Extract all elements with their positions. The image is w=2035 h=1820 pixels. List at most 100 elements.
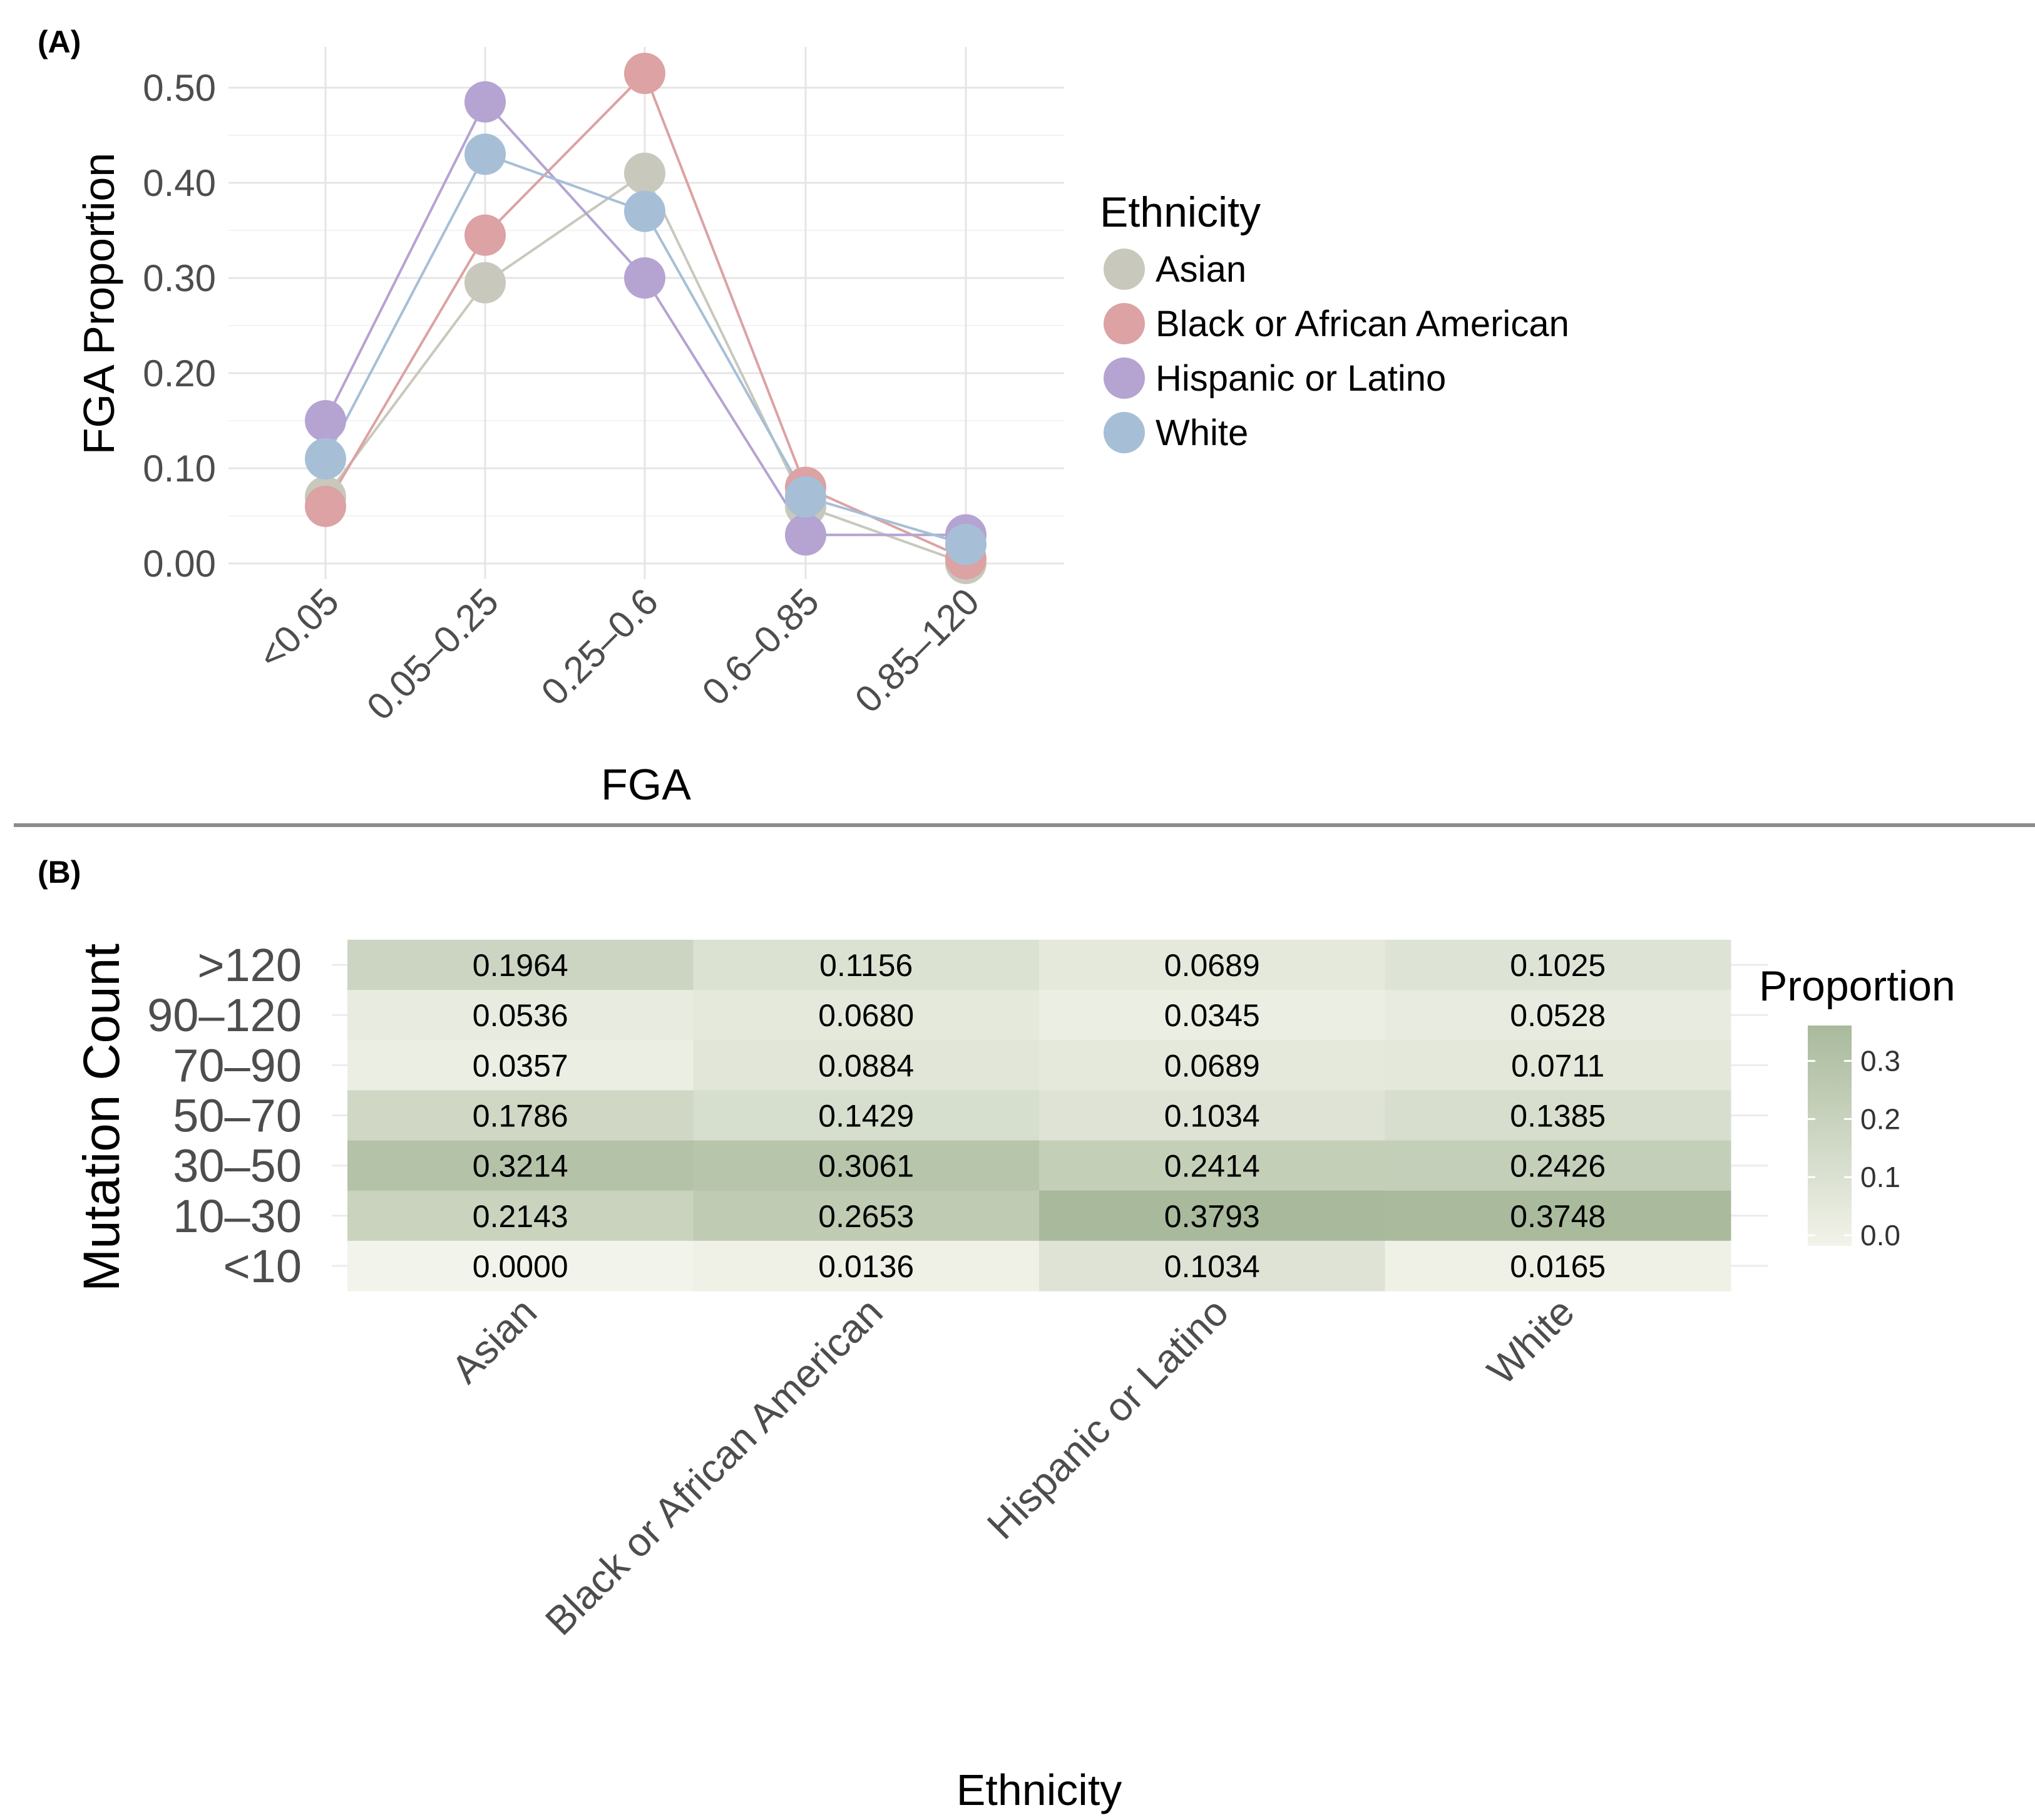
x-axis-title: Ethnicity: [956, 1766, 1122, 1814]
series-point-2: [624, 257, 665, 299]
series-point-3: [305, 438, 346, 480]
x-tick-label: 0.25–0.6: [533, 580, 667, 714]
heatmap-cell: [693, 1040, 1040, 1091]
colorbar-tick-label: 0.1: [1860, 1161, 1900, 1193]
cell-value-label: 0.2143: [473, 1199, 568, 1234]
y-tick-label: 10–30: [173, 1190, 302, 1242]
cell-value-label: 0.0136: [818, 1249, 914, 1284]
x-tick-label: 0.85–120: [847, 580, 987, 721]
panel-b-label: (B): [38, 855, 81, 890]
heatmap-cell: [1385, 1240, 1731, 1292]
y-tick-label: 0.10: [143, 448, 216, 490]
series-point-1: [305, 485, 346, 527]
cell-value-label: 0.3061: [818, 1149, 914, 1184]
cell-value-label: 0.2414: [1164, 1149, 1260, 1184]
series-point-3: [624, 190, 665, 232]
y-tick-label: 0.00: [143, 543, 216, 585]
legend-label-2: Hispanic or Latino: [1156, 358, 1446, 399]
cell-value-label: 0.0528: [1510, 998, 1606, 1033]
heatmap-cell: [1039, 1190, 1385, 1242]
cell-value-label: 0.0711: [1511, 1048, 1604, 1083]
legend-swatch-2: [1104, 357, 1145, 399]
heatmap-cell: [347, 1140, 694, 1191]
cell-value-label: 0.1034: [1164, 1099, 1260, 1134]
x-axis-title: FGA: [601, 760, 691, 809]
x-tick-label: Asian: [443, 1289, 545, 1392]
legend-swatch-0: [1104, 249, 1145, 290]
legend-label-0: Asian: [1156, 249, 1246, 290]
cell-value-label: 0.3214: [473, 1149, 568, 1184]
cell-value-label: 0.3793: [1164, 1199, 1260, 1234]
series-point-1: [464, 214, 506, 256]
series-point-3: [945, 523, 987, 565]
cell-value-label: 0.1429: [818, 1099, 914, 1134]
series-point-2: [464, 81, 506, 123]
cell-value-label: 0.0689: [1164, 1048, 1260, 1083]
heatmap-cell: [347, 1040, 694, 1091]
series-point-1: [624, 53, 665, 95]
y-axis-title: FGA Proportion: [74, 153, 123, 455]
cell-value-label: 0.0000: [473, 1249, 568, 1284]
y-tick-label: 0.50: [143, 67, 216, 109]
x-tick-label: 0.05–0.25: [359, 580, 506, 728]
heatmap-cell: [1039, 1040, 1385, 1091]
heatmap-cell: [347, 1190, 694, 1242]
cell-value-label: 0.1964: [473, 948, 568, 983]
x-tick-label: 0.6–0.85: [694, 580, 828, 714]
series-point-0: [464, 262, 506, 304]
x-tick-label: Hispanic or Latino: [978, 1289, 1237, 1548]
heatmap-cell: [1039, 1090, 1385, 1141]
heatmap-cell: [693, 1090, 1040, 1141]
heatmap-cell: [1039, 940, 1385, 990]
heatmap-cell: [1385, 1190, 1731, 1242]
heatmap-cell: [1039, 1140, 1385, 1191]
y-tick-label: 70–90: [173, 1039, 302, 1091]
heatmap-cell: [1385, 1090, 1731, 1141]
y-tick-label: 90–120: [147, 989, 302, 1041]
heatmap-cell: [347, 1090, 694, 1141]
cell-value-label: 0.1034: [1164, 1249, 1260, 1284]
y-tick-label: 50–70: [173, 1090, 302, 1142]
cell-value-label: 0.0884: [818, 1048, 914, 1083]
heatmap-cell: [693, 1240, 1040, 1292]
heatmap-cell: [693, 940, 1040, 990]
cell-value-label: 0.3748: [1510, 1199, 1606, 1234]
heatmap-cell: [1039, 990, 1385, 1041]
legend-label-1: Black or African American: [1156, 304, 1569, 344]
cell-value-label: 0.0165: [1510, 1249, 1606, 1284]
colorbar-tick-label: 0.3: [1860, 1045, 1900, 1077]
y-tick-label: 0.20: [143, 352, 216, 394]
cell-value-label: 0.0689: [1164, 948, 1260, 983]
heatmap-cell: [347, 990, 694, 1041]
heatmap-cell: [693, 1190, 1040, 1242]
cell-value-label: 0.1025: [1510, 948, 1606, 983]
cell-value-label: 0.1156: [819, 948, 913, 983]
cell-value-label: 0.0357: [473, 1048, 568, 1083]
cell-value-label: 0.0536: [473, 998, 568, 1033]
series-point-3: [464, 133, 506, 175]
series-point-2: [785, 514, 826, 556]
heatmap-cell: [1385, 1140, 1731, 1191]
heatmap-cell: [693, 1140, 1040, 1191]
cell-value-label: 0.1786: [473, 1099, 568, 1134]
panel-a-label: (A): [38, 24, 81, 59]
cell-value-label: 0.0345: [1164, 998, 1260, 1033]
y-tick-label: 0.30: [143, 257, 216, 299]
y-tick-label: 30–50: [173, 1140, 302, 1192]
heatmap-cell: [1385, 940, 1731, 990]
legend-title: Ethnicity: [1100, 188, 1261, 236]
cell-value-label: 0.1385: [1510, 1099, 1606, 1134]
heatmap-cell: [693, 990, 1040, 1041]
heatmap-cell: [347, 1240, 694, 1292]
heatmap-cell: [1385, 1040, 1731, 1091]
y-tick-label: 0.40: [143, 162, 216, 204]
legend-label-3: White: [1156, 413, 1248, 453]
colorbar-tick-label: 0.2: [1860, 1103, 1900, 1135]
plot-area: [228, 47, 1064, 579]
y-tick-label: >120: [197, 939, 302, 991]
heatmap-cell: [347, 940, 694, 990]
x-tick-label: Black or African American: [536, 1289, 891, 1644]
colorbar-title: Proportion: [1759, 962, 1956, 1010]
